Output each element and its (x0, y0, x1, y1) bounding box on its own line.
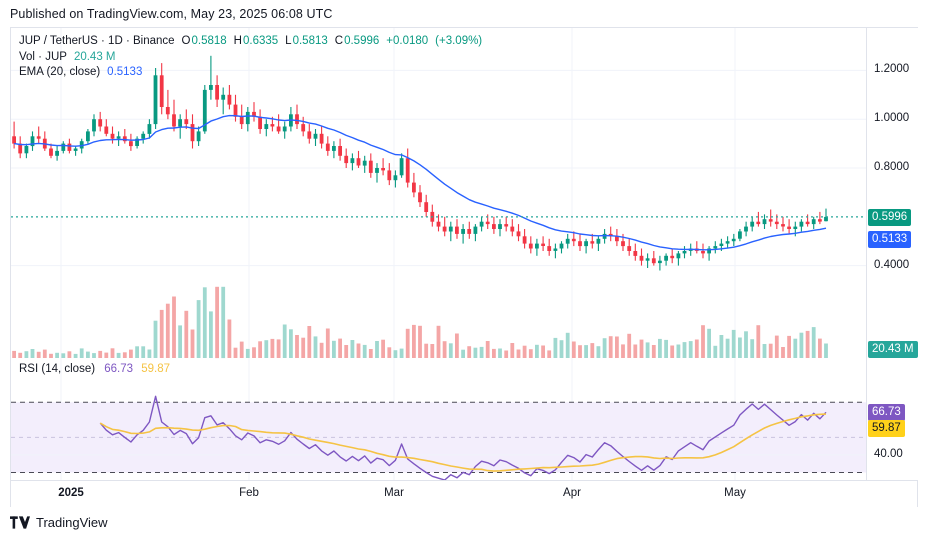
time-tick-apr: Apr (563, 487, 581, 499)
price-axis[interactable]: 1.2000 1.0000 0.8000 0.4000 0.5996 0.5133 20.4… (866, 28, 918, 480)
time-tick-feb: Feb (239, 487, 259, 499)
time-tick-mar: Mar (384, 487, 404, 499)
time-axis[interactable]: 2025 Feb Mar Apr May (11, 480, 917, 507)
rsi-ma-value: 59.87 (141, 363, 171, 375)
rsi-ma-value-tag[interactable]: 59.87 (868, 420, 905, 438)
last-price-tag[interactable]: 0.5996 (868, 208, 912, 226)
rsi-legend: RSI (14, close) 66.73 59.87 (19, 362, 170, 376)
rsi-tick-0: 40.00 (874, 447, 903, 460)
price-tick-1: 1.0000 (874, 112, 910, 125)
tradingview-logo-icon (10, 516, 30, 529)
price-and-rsi-canvas (11, 28, 866, 480)
published-text: Published on TradingView.com, May 23, 20… (10, 6, 333, 21)
time-tick-may: May (724, 487, 746, 499)
tradingview-brand-label: TradingView (36, 515, 108, 530)
volume-tag[interactable]: 20.43 M (868, 341, 918, 358)
published-bar: Published on TradingView.com, May 23, 20… (0, 0, 928, 27)
rsi-title[interactable]: RSI (14, close) (19, 363, 96, 375)
footer-branding: TradingView (10, 515, 108, 530)
time-tick-2025: 2025 (58, 487, 84, 499)
price-tick-3: 0.4000 (874, 258, 910, 271)
ema-price-tag[interactable]: 0.5133 (868, 230, 912, 248)
chart-container[interactable]: JUP / TetherUS · 1D · Binance O0.5818 H0… (10, 27, 918, 507)
chart-plot-area[interactable]: JUP / TetherUS · 1D · Binance O0.5818 H0… (11, 28, 866, 480)
price-tick-0: 1.2000 (874, 63, 910, 76)
price-tick-2: 0.8000 (874, 161, 910, 173)
rsi-value-tag[interactable]: 66.73 (868, 404, 905, 422)
rsi-value: 66.73 (104, 363, 134, 375)
